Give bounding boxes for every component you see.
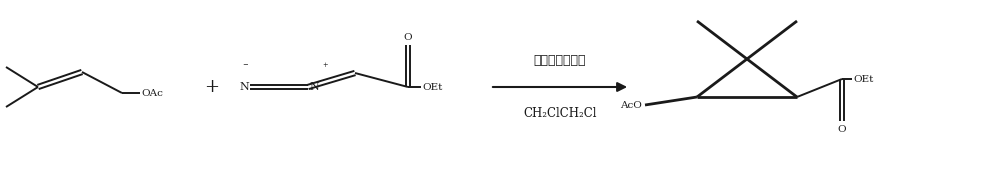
- Text: $^{-}$: $^{-}$: [242, 62, 249, 72]
- Text: OEt: OEt: [853, 75, 873, 83]
- Text: OAc: OAc: [141, 89, 163, 98]
- Text: O: O: [404, 33, 412, 42]
- Text: +: +: [205, 78, 220, 96]
- Text: O: O: [838, 125, 846, 134]
- Text: N: N: [309, 82, 319, 92]
- Text: CH₂ClCH₂Cl: CH₂ClCH₂Cl: [523, 107, 597, 120]
- Text: AcO: AcO: [620, 101, 642, 110]
- Text: N: N: [239, 82, 249, 92]
- Text: OEt: OEt: [422, 82, 442, 91]
- Text: $^{+}$: $^{+}$: [322, 62, 329, 72]
- Text: 铜配合物催化剂: 铜配合物催化剂: [534, 54, 586, 67]
